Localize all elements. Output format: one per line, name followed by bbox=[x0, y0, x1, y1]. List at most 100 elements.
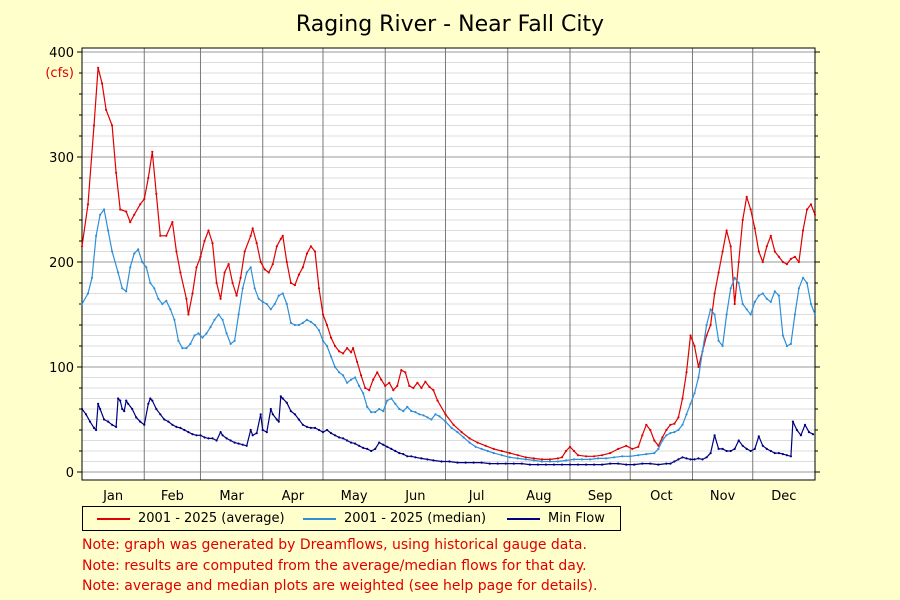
data-point bbox=[665, 428, 668, 432]
data-point bbox=[601, 454, 604, 457]
data-point bbox=[275, 245, 278, 248]
data-point bbox=[382, 410, 385, 413]
data-point bbox=[801, 276, 805, 279]
data-point bbox=[689, 334, 692, 337]
plot-frame bbox=[81, 47, 816, 481]
data-point bbox=[209, 326, 212, 329]
legend: 2001 - 2025 (average) 2001 - 2025 (media… bbox=[82, 506, 621, 531]
data-point bbox=[99, 407, 102, 411]
data-point bbox=[625, 463, 628, 466]
data-point bbox=[412, 386, 415, 390]
data-point bbox=[797, 287, 801, 290]
data-point bbox=[253, 287, 256, 290]
chart-title: Raging River - Near Fall City bbox=[295, 12, 605, 37]
data-point bbox=[297, 323, 300, 327]
data-point bbox=[245, 444, 248, 447]
data-point bbox=[333, 365, 337, 369]
data-point bbox=[476, 441, 479, 444]
data-point bbox=[97, 66, 100, 69]
data-point bbox=[115, 425, 118, 428]
data-point bbox=[452, 423, 455, 426]
data-point bbox=[681, 456, 684, 459]
data-point bbox=[753, 227, 756, 230]
data-point bbox=[362, 392, 365, 395]
data-point bbox=[285, 260, 288, 264]
data-point bbox=[211, 437, 214, 440]
data-point bbox=[352, 347, 355, 350]
x-tick-label: Sep bbox=[588, 489, 613, 504]
data-point bbox=[115, 171, 118, 174]
data-point bbox=[346, 381, 349, 384]
data-point bbox=[673, 431, 676, 434]
data-point bbox=[556, 460, 560, 463]
data-point bbox=[269, 308, 272, 311]
data-point bbox=[685, 371, 688, 374]
data-point bbox=[801, 229, 805, 232]
data-point bbox=[165, 234, 168, 237]
data-point bbox=[705, 456, 708, 459]
data-point bbox=[356, 360, 359, 363]
data-point bbox=[243, 250, 246, 253]
data-point bbox=[733, 276, 736, 279]
data-point bbox=[432, 389, 435, 392]
data-point bbox=[456, 431, 459, 434]
data-point bbox=[297, 418, 300, 421]
data-point bbox=[301, 321, 304, 324]
data-point bbox=[568, 445, 572, 448]
x-tick-label: Jun bbox=[404, 489, 425, 504]
data-point bbox=[277, 294, 280, 297]
data-point bbox=[101, 82, 104, 85]
data-point bbox=[145, 266, 148, 269]
data-point bbox=[362, 446, 365, 449]
data-point bbox=[107, 420, 110, 423]
data-point bbox=[181, 347, 184, 350]
data-point bbox=[552, 463, 556, 466]
data-point bbox=[761, 444, 764, 447]
data-point bbox=[215, 281, 218, 285]
data-point bbox=[329, 355, 333, 358]
data-point bbox=[556, 457, 560, 460]
data-point bbox=[589, 458, 592, 461]
data-point bbox=[325, 323, 329, 327]
data-point bbox=[785, 263, 789, 266]
data-point bbox=[386, 399, 389, 402]
data-point bbox=[749, 449, 752, 453]
data-point bbox=[805, 281, 809, 285]
data-point bbox=[813, 213, 817, 216]
data-point bbox=[637, 454, 640, 457]
data-point bbox=[536, 463, 540, 466]
data-point bbox=[338, 436, 341, 439]
data-point bbox=[289, 321, 292, 324]
data-point bbox=[90, 276, 94, 279]
data-point bbox=[329, 432, 333, 435]
data-point bbox=[520, 462, 523, 465]
data-point bbox=[350, 351, 353, 354]
data-point bbox=[737, 260, 740, 264]
data-point bbox=[420, 386, 423, 390]
data-point bbox=[402, 453, 405, 456]
data-point bbox=[713, 313, 716, 316]
y-tick-label: 100 bbox=[49, 361, 74, 376]
data-point bbox=[301, 266, 304, 269]
data-point bbox=[745, 447, 748, 450]
data-point bbox=[191, 292, 194, 295]
data-point bbox=[809, 203, 813, 206]
note-weighting: Note: average and median plots are weigh… bbox=[82, 578, 598, 594]
data-point bbox=[697, 376, 700, 379]
data-point bbox=[653, 452, 656, 455]
data-point bbox=[317, 428, 321, 432]
data-point bbox=[293, 413, 296, 416]
data-point bbox=[544, 463, 548, 466]
data-point bbox=[486, 449, 489, 453]
data-point bbox=[795, 428, 799, 432]
data-point bbox=[88, 420, 92, 423]
data-point bbox=[741, 444, 744, 447]
data-point bbox=[430, 418, 433, 421]
data-point bbox=[448, 460, 451, 463]
data-point bbox=[406, 455, 409, 458]
data-point bbox=[372, 378, 375, 381]
data-point bbox=[761, 260, 764, 264]
data-point bbox=[793, 313, 797, 316]
data-point bbox=[408, 384, 411, 387]
data-point bbox=[717, 447, 720, 450]
